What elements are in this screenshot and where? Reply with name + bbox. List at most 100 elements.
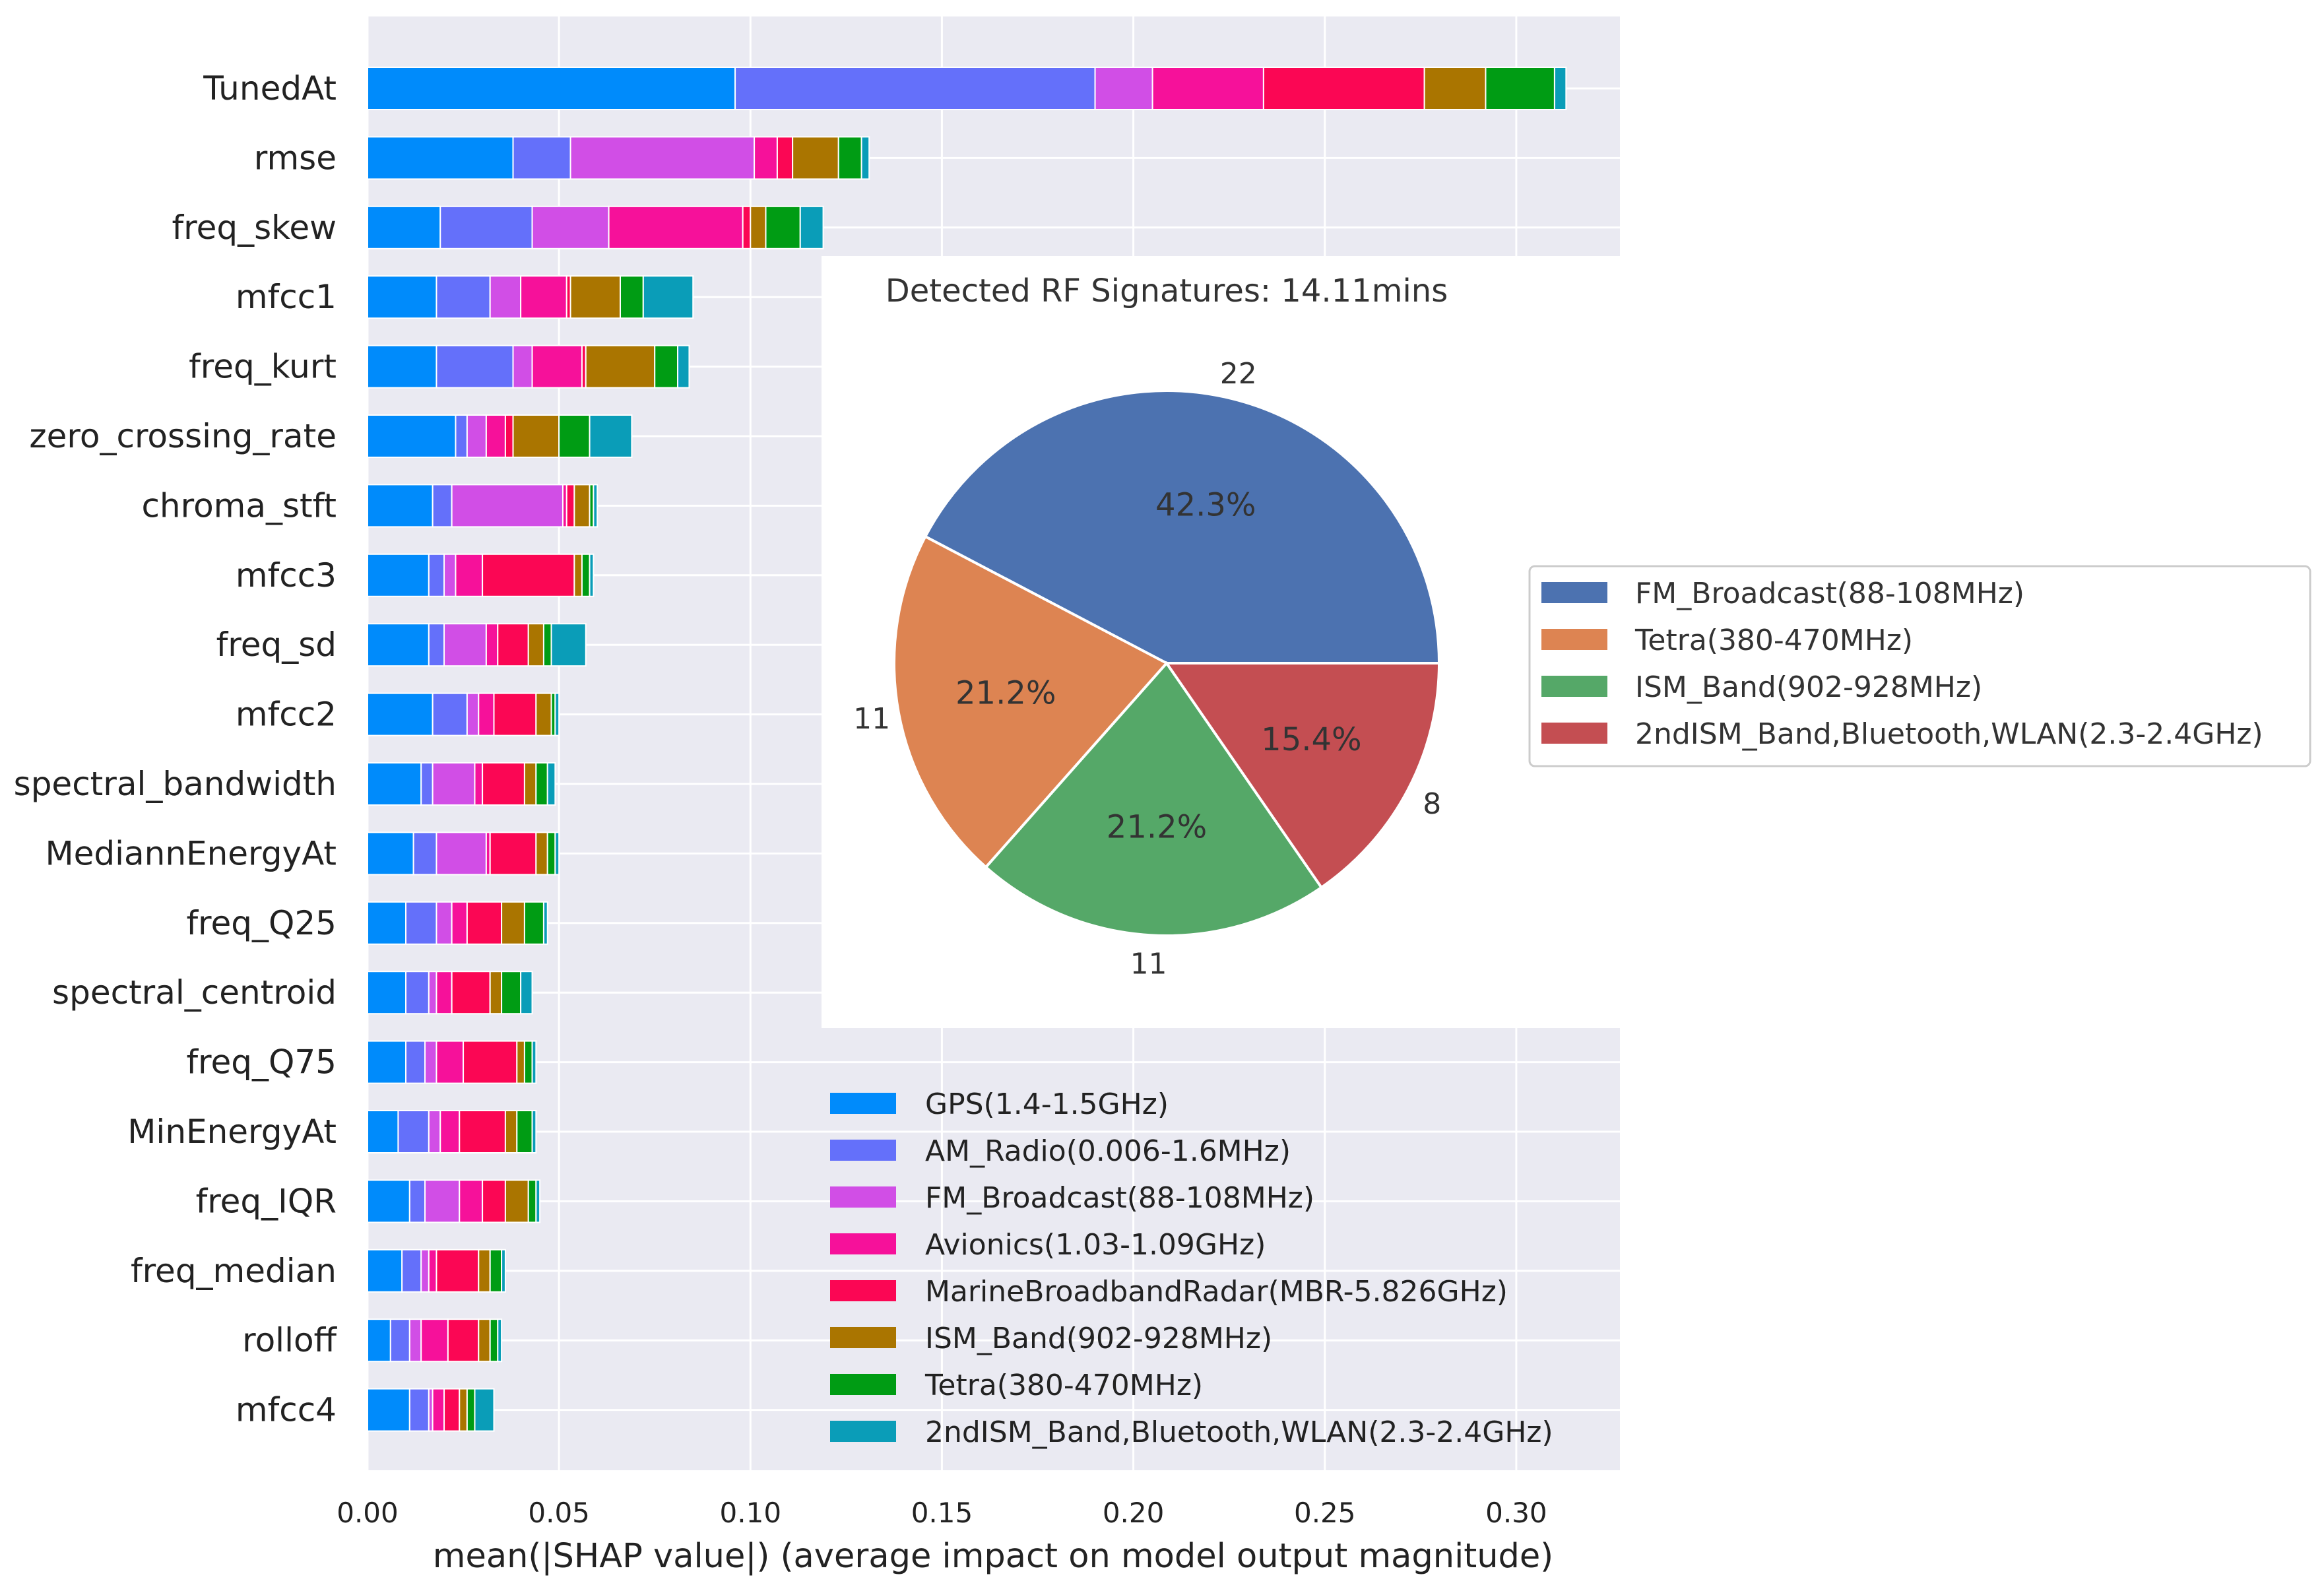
bar-segment [523,1040,533,1084]
legend-swatch [830,1280,896,1301]
bar-segment [501,901,525,945]
bar-segment [466,901,503,945]
y-tick-label-freq-sd: freq_sd [216,626,337,664]
pie-percent-label: 21.2% [1107,808,1207,845]
bar-row-zero-crossing-rate [367,414,633,458]
pie-percent-label: 21.2% [955,675,1056,712]
bar-segment [535,762,548,806]
y-tick-label-rolloff: rolloff [242,1321,337,1359]
bar-segment [367,275,437,319]
legend-swatch [830,1374,896,1395]
x-tick-label: 0.15 [911,1497,973,1529]
bar-segment [1553,67,1567,110]
bar-row-spectral-bandwidth [367,762,556,806]
bar-segment [412,831,437,876]
bar-segment [516,1110,533,1153]
bar-segment [367,1248,403,1293]
bar-segment [367,344,437,389]
bar-segment [504,1110,518,1153]
bar-segment [451,971,491,1015]
bar-segment [569,275,621,319]
bar-segment [367,901,407,945]
legend-label: FM_Broadcast(88-108MHz) [925,1181,1314,1215]
y-tick-label-mfcc3: mfcc3 [236,556,337,595]
bar-segment [765,205,801,249]
legend-label: 2ndISM_Band,Bluetooth,WLAN(2.3-2.4GHz) [1635,717,2263,751]
pie-chart: Detected RF Signatures: 14.11mins 42.3% 2… [822,256,2311,1028]
bar-segment [436,901,453,945]
bar-row-freq-iqr [367,1179,541,1223]
bar-segment [451,484,564,528]
bar-segment [799,205,824,249]
bar-row-freq-median [367,1248,506,1293]
legend-label: GPS(1.4-1.5GHz) [925,1087,1169,1121]
bar-segment [367,484,434,528]
bar-segment [512,136,571,180]
bar-segment [367,692,434,736]
bar-segment [439,205,533,249]
bar-segment [436,971,453,1015]
bar-row-mfcc1 [367,275,694,319]
bar-segment [478,692,495,736]
bar-segment [478,1248,491,1293]
bar-segment [754,136,778,180]
bar-segment [504,1179,529,1223]
bar-segment [367,414,457,458]
legend-label: 2ndISM_Band,Bluetooth,WLAN(2.3-2.4GHz) [925,1415,1553,1449]
pie-percent-label: 15.4% [1261,721,1361,758]
legend-label: ISM_Band(902-928MHz) [925,1322,1272,1355]
bar-series [367,67,1567,1432]
bar-segment [405,1040,426,1084]
bar-segment [573,553,583,597]
bar-segment [401,1248,422,1293]
bar-segment [389,1318,410,1363]
pie-labels: 42.3% 22 21.2% 11 21.2% 11 15.4% 8 [853,357,1441,981]
bar-segment [734,67,1096,110]
legend-label: ISM_Band(902-928MHz) [1635,670,1982,704]
bar-segment [397,1110,430,1153]
legend-swatch [830,1421,896,1442]
bar-segment [531,344,583,389]
bar-segment [585,344,656,389]
y-tick-label-rmse: rmse [254,139,337,177]
bar-row-mfcc2 [367,692,560,736]
bar-segment [792,136,839,180]
bar-segment [482,762,525,806]
bar-segment [408,1318,422,1363]
y-tick-label-freq-q75: freq_Q75 [186,1043,337,1082]
bar-row-freq-q25 [367,901,548,945]
bar-segment [1262,67,1425,110]
bar-segment [531,1110,537,1153]
bar-segment [589,414,633,458]
bar-legend: GPS(1.4-1.5GHz) AM_Radio(0.006-1.6MHz) FM_… [830,1087,1553,1449]
bar-segment [443,553,457,597]
y-tick-label-mfcc2: mfcc2 [236,696,337,734]
bar-segment [443,1388,461,1432]
bar-row-freq-kurt [367,344,690,389]
pie-count-label: 22 [1220,357,1257,391]
bar-segment [1423,67,1487,110]
bar-segment [485,623,499,667]
bar-segment [367,205,441,249]
bar-row-mfcc3 [367,553,595,597]
bar-segment [367,1110,399,1153]
legend-swatch [830,1140,896,1161]
bar-segment [497,1318,503,1363]
bar-segment [837,136,862,180]
legend-swatch [1541,629,1607,650]
bar-segment [428,1248,437,1293]
bar-segment [581,553,591,597]
bar-segment [527,623,544,667]
bar-segment [367,1318,391,1363]
bar-segment [1094,67,1153,110]
legend-label: MarineBroadbandRadar(MBR-5.826GHz) [925,1275,1508,1309]
pie-percent-label: 42.3% [1155,486,1256,523]
bar-segment [489,971,503,1015]
y-tick-label-zero-crossing-rate: zero_crossing_rate [29,417,337,455]
bar-segment [542,623,552,667]
x-tick-label: 0.20 [1103,1497,1165,1529]
bar-row-mediannenergyat [367,831,560,876]
bar-segment [474,1388,495,1432]
bar-segment [573,484,591,528]
